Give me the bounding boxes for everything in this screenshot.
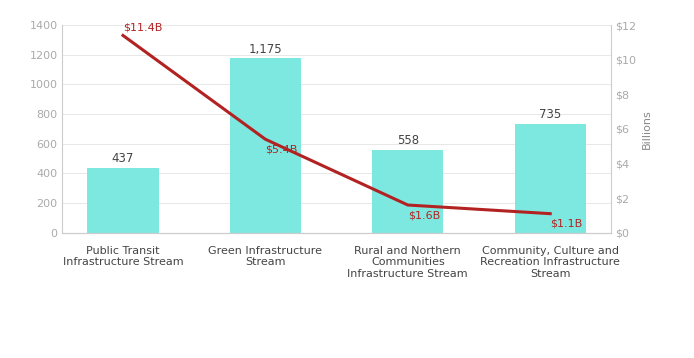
Text: $1.1B: $1.1B: [550, 219, 582, 229]
Bar: [230, 58, 301, 233]
Bar: [372, 150, 443, 233]
Text: 558: 558: [397, 134, 419, 147]
Text: 735: 735: [539, 108, 561, 121]
Bar: [514, 124, 586, 233]
Text: 437: 437: [112, 152, 134, 165]
Y-axis label: Billions: Billions: [642, 109, 652, 149]
Text: $1.6B: $1.6B: [408, 210, 440, 220]
Text: $11.4B: $11.4B: [123, 23, 162, 33]
Text: $5.4B: $5.4B: [265, 144, 298, 154]
Bar: [87, 168, 159, 233]
Text: 1,175: 1,175: [248, 43, 282, 56]
